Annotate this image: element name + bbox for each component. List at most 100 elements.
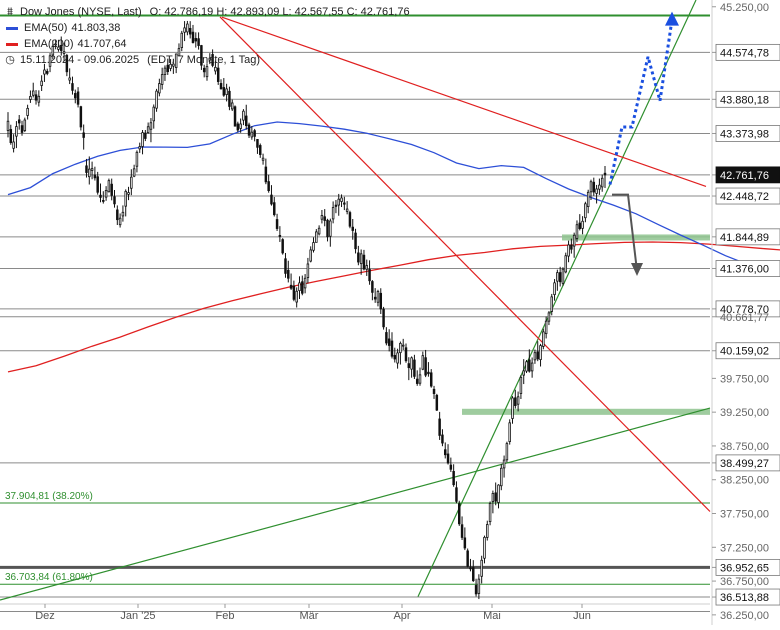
candle-body [273,202,276,216]
candle-body [508,422,511,442]
candle-body [82,132,85,138]
price-level-box [715,187,780,205]
candle-body [116,209,119,221]
candle-body [491,493,495,502]
candle-body [586,191,590,208]
candle-body [421,355,425,370]
candle-body [158,83,161,94]
y-tick-label: 41.376,00 [720,264,769,276]
candle-body [9,129,13,143]
candle-body [135,151,139,167]
candle-body [323,216,326,221]
candle-body [289,284,293,289]
legend-range-row: ◷ 15.11.2024 - 09.06.2025 (EDT, 7 Monate… [4,52,410,68]
y-tick-label: 45.250,00 [720,2,769,14]
candle-body [194,38,198,42]
candle-body [387,338,391,346]
candle-body [494,492,497,502]
candle-body [17,119,21,124]
candle-body [558,272,562,283]
price-level-box [715,43,780,61]
candle-body [516,396,520,405]
candle-body [544,320,548,335]
candle-body [474,585,478,595]
candle-body [183,27,186,33]
y-tick-label: 40.159,02 [720,346,769,358]
horizontal-level-lines [0,14,710,612]
candle-body [236,123,240,131]
candle-body [85,165,88,173]
candle-body [460,524,464,538]
candle-body [180,32,184,48]
y-tick-label: 36.250,00 [720,610,769,622]
y-tick-label: 42.761,76 [720,170,769,182]
candle-body [404,347,408,362]
candle-body [533,352,537,361]
candle-body [186,23,189,33]
candle-body [390,340,394,357]
chart-settings: (EDT, 7 Monate, 1 Tag) [147,54,260,66]
candle-body [57,46,60,50]
candle-body [343,202,346,205]
candlestick-icon: ⩩ [7,6,13,18]
candle-body [572,234,576,247]
candle-body [399,342,402,354]
candle-body [472,567,475,582]
candle-body [553,282,556,295]
candle-body [40,80,43,86]
ema200-label: EMA(200) [24,38,74,50]
candle-body [326,219,329,238]
candle-body [188,27,192,35]
candle-body [385,332,388,344]
candle-body [278,235,282,237]
candle-body [99,194,102,198]
candle-body [284,258,287,274]
ema200-line [7,241,780,373]
candle-body [317,227,321,235]
candle-body [166,64,170,73]
x-tick-label: Dez [35,610,55,622]
candle-body [376,291,380,303]
forecast-path-blue [608,19,674,185]
candle-body [502,459,506,469]
candle-body [539,345,542,360]
forecast-arrows [608,11,679,276]
candle-body [88,168,91,178]
candle-body [320,215,324,220]
x-axis: Dez Jan '25 Feb Mär Apr Mai Jun [0,603,710,622]
chart-legend: ⩩ Dow Jones (NYSE, Last) O: 42.786,19 H:… [4,4,410,68]
candle-body [371,281,374,293]
candle-body [525,361,528,372]
candle-body [455,487,458,502]
candle-body [20,125,24,133]
candle-body [441,434,444,444]
candle-body [354,232,357,250]
candle-body [480,559,483,577]
candle-body [233,106,237,127]
candle-body [345,208,349,212]
candle-body [31,90,35,96]
candle-body [393,355,397,360]
y-tick-label: 43.880,18 [720,94,769,106]
candle-body [96,176,99,193]
candle-body [486,524,489,538]
candle-body [413,359,416,377]
ema50-value: 41.803,38 [71,22,121,34]
ema50-label: EMA(50) [24,22,68,34]
candle-body [205,66,209,78]
candle-body [379,292,383,310]
candle-body [519,376,523,394]
candle-body [267,181,270,192]
candle-body [505,443,509,461]
forecast-path-gray [612,193,638,272]
price-level-box [715,454,780,472]
candle-body [124,190,127,207]
candle-body [348,212,352,227]
candle-body [132,168,136,177]
candle-body [550,296,553,312]
candle-body [477,578,481,594]
candle-body [214,66,217,72]
candle-body [530,362,534,372]
candle-body [261,157,265,161]
candle-body [211,54,214,66]
